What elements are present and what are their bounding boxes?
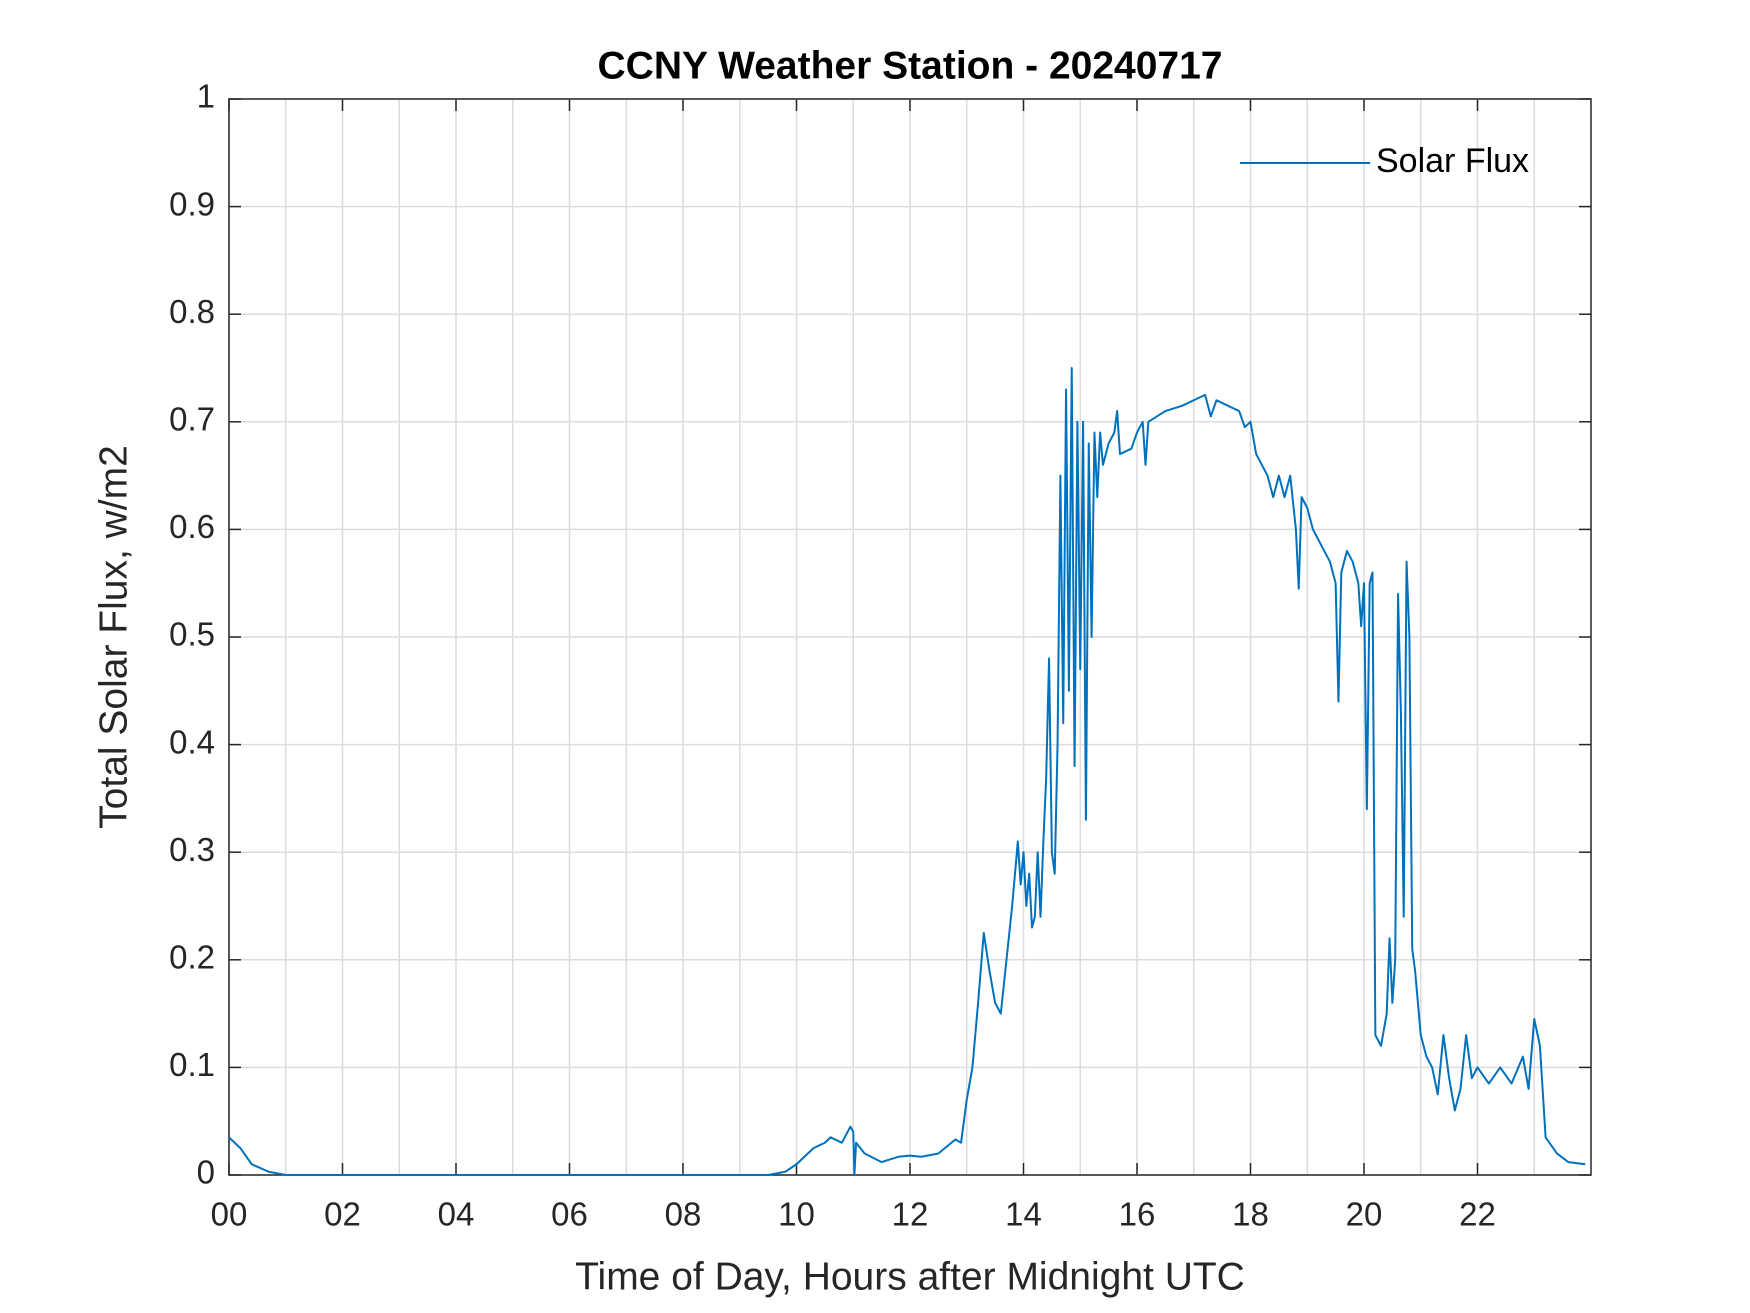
x-tick-label: 00: [211, 1196, 248, 1233]
x-tick-label: 18: [1232, 1196, 1269, 1233]
x-tick-label: 12: [892, 1196, 929, 1233]
y-tick-label: 0.7: [169, 401, 215, 438]
x-tick-label: 02: [324, 1196, 361, 1233]
x-tick-label: 20: [1346, 1196, 1383, 1233]
y-tick-label: 0: [197, 1154, 215, 1191]
y-tick-label: 0.8: [169, 293, 215, 330]
x-tick-label: 08: [665, 1196, 702, 1233]
x-tick-label: 06: [551, 1196, 588, 1233]
y-tick-label: 0.9: [169, 185, 215, 222]
x-tick-label: 04: [438, 1196, 475, 1233]
y-tick-label: 1: [197, 78, 215, 115]
chart-title: CCNY Weather Station - 20240717: [598, 44, 1223, 87]
legend-label: Solar Flux: [1376, 142, 1529, 180]
y-tick-label: 0.5: [169, 616, 215, 653]
y-tick-label: 0.3: [169, 831, 215, 868]
y-tick-label: 0.6: [169, 508, 215, 545]
y-axis-label: Total Solar Flux, w/m2: [92, 445, 135, 829]
x-tick-label: 16: [1119, 1196, 1156, 1233]
x-tick-label: 14: [1005, 1196, 1042, 1233]
x-axis-label: Time of Day, Hours after Midnight UTC: [575, 1255, 1245, 1298]
x-tick-label: 22: [1459, 1196, 1496, 1233]
y-tick-label: 0.1: [169, 1046, 215, 1083]
y-tick-label: 0.4: [169, 723, 215, 760]
y-tick-label: 0.2: [169, 939, 215, 976]
x-tick-label: 10: [778, 1196, 815, 1233]
axes-box: [228, 98, 1592, 1176]
data-line: [228, 367, 1586, 1176]
